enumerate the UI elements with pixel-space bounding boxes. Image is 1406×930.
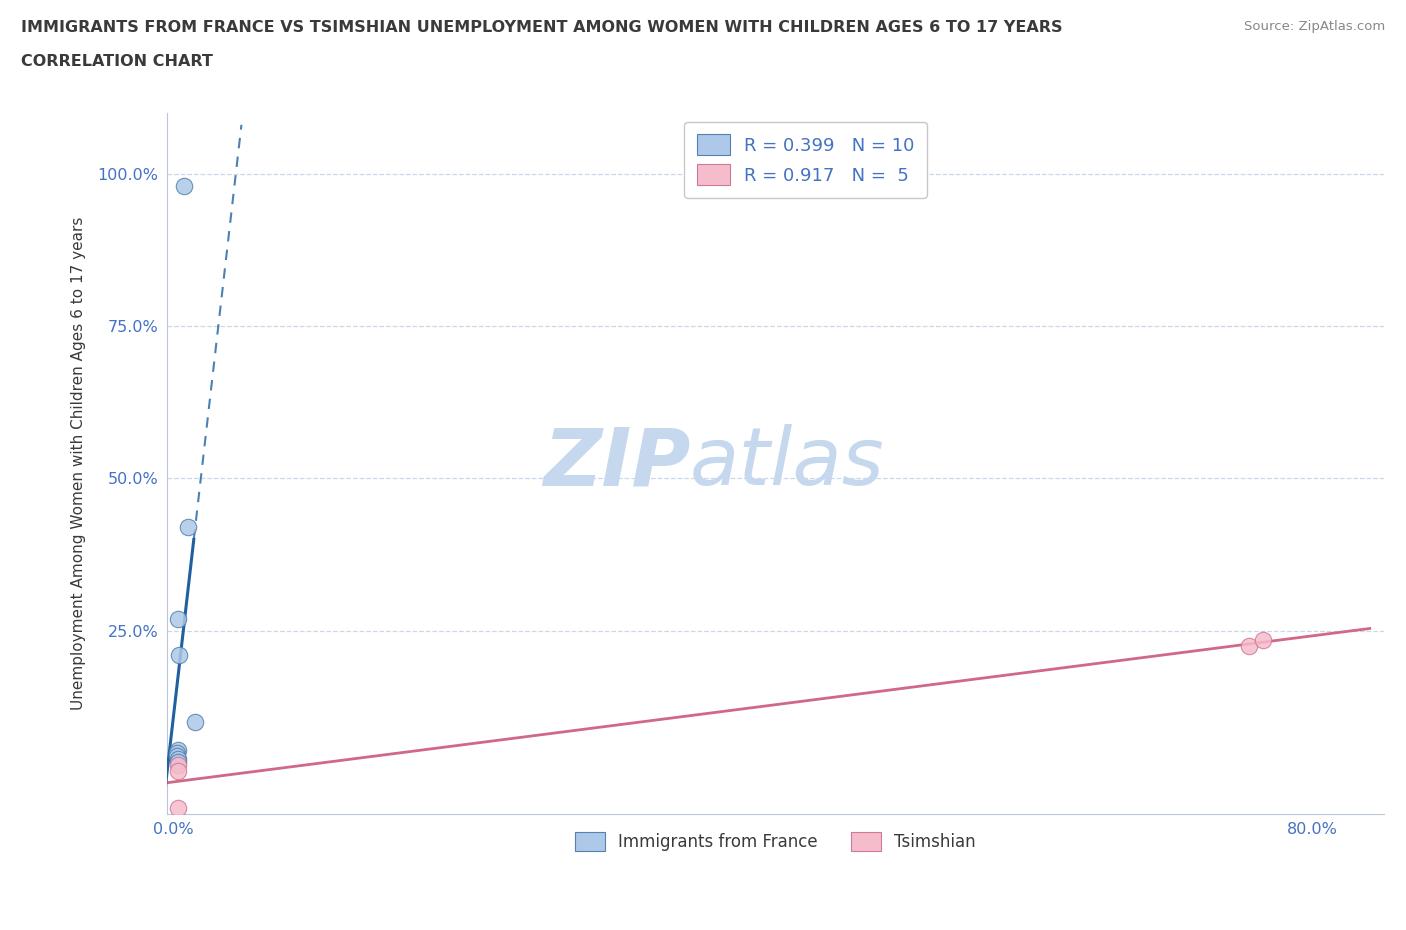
Point bbox=[167, 751, 190, 766]
Text: atlas: atlas bbox=[690, 424, 884, 502]
Text: Source: ZipAtlas.com: Source: ZipAtlas.com bbox=[1244, 20, 1385, 33]
Point bbox=[167, 801, 190, 816]
Point bbox=[167, 764, 190, 778]
Text: ZIP: ZIP bbox=[543, 424, 690, 502]
Point bbox=[167, 754, 190, 769]
Point bbox=[177, 520, 200, 535]
Point bbox=[167, 758, 190, 773]
Point bbox=[169, 648, 191, 663]
Text: CORRELATION CHART: CORRELATION CHART bbox=[21, 54, 212, 69]
Point bbox=[167, 611, 190, 626]
Legend: Immigrants from France, Tsimshian: Immigrants from France, Tsimshian bbox=[568, 826, 983, 858]
Point bbox=[167, 742, 190, 757]
Point bbox=[166, 749, 188, 764]
Point bbox=[1251, 632, 1274, 647]
Point bbox=[166, 746, 188, 761]
Point bbox=[173, 179, 195, 193]
Y-axis label: Unemployment Among Women with Children Ages 6 to 17 years: Unemployment Among Women with Children A… bbox=[72, 217, 86, 710]
Point bbox=[1237, 639, 1260, 654]
Point bbox=[184, 715, 207, 730]
Text: IMMIGRANTS FROM FRANCE VS TSIMSHIAN UNEMPLOYMENT AMONG WOMEN WITH CHILDREN AGES : IMMIGRANTS FROM FRANCE VS TSIMSHIAN UNEM… bbox=[21, 20, 1063, 35]
